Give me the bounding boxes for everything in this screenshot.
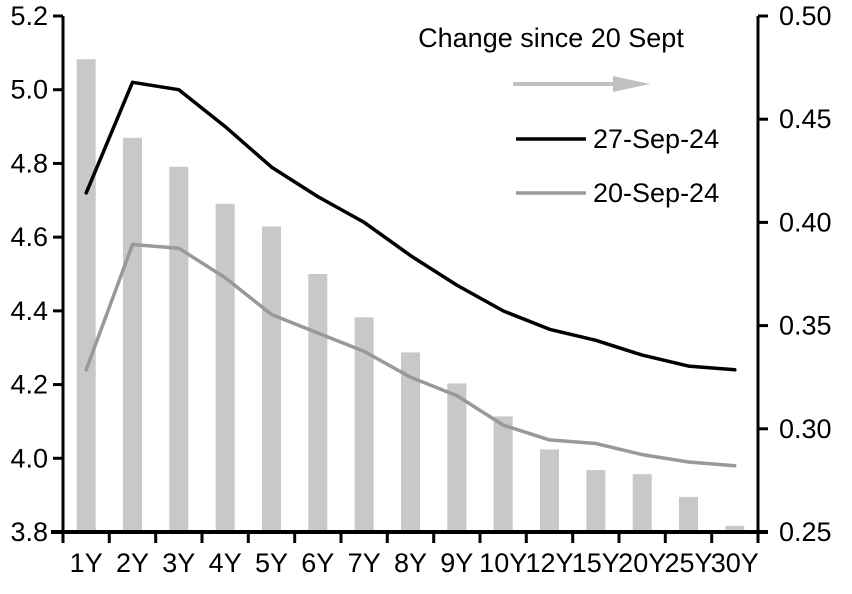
bars-group [76, 59, 745, 533]
left-tick-label-4.6: 4.6 [10, 222, 48, 252]
x-label-6Y: 6Y [301, 548, 334, 578]
right-tick-label-0.50: 0.50 [779, 1, 832, 31]
bar-4Y [215, 203, 235, 533]
line-27-Sep-24 [84, 80, 737, 372]
x-label-2Y: 2Y [116, 548, 149, 578]
left-axis-ticks: 5.2 5.0 4.8 4.6 4.4 4.2 4.0 3.8 [10, 1, 63, 547]
right-tick-label-0.40: 0.40 [779, 207, 832, 237]
right-tick-label-0.45: 0.45 [779, 104, 832, 134]
x-label-30Y: 30Y [711, 548, 759, 578]
legend-label-27sep: 27-Sep-24 [593, 124, 719, 154]
x-label-4Y: 4Y [209, 548, 242, 578]
x-label-3Y: 3Y [162, 548, 195, 578]
x-label-20Y: 20Y [618, 548, 666, 578]
x-label-5Y: 5Y [255, 548, 288, 578]
legend-title: Change since 20 Sept [418, 23, 684, 53]
bar-12Y [540, 449, 559, 532]
bar-1Y [76, 59, 96, 533]
x-label-10Y: 10Y [479, 548, 527, 578]
bar-30Y [725, 525, 745, 532]
bar-5Y [262, 226, 281, 532]
legend-item-27sep: 27-Sep-24 [516, 124, 719, 154]
bar-10Y [493, 416, 513, 532]
line-20-Sep-24 [84, 242, 737, 468]
legend: Change since 20 Sept 27-Sep-24 20-Sep-24 [418, 23, 719, 208]
bar-15Y [586, 470, 606, 532]
left-tick-label-4.4: 4.4 [10, 296, 48, 326]
left-tick-label-4.0: 4.0 [10, 443, 48, 473]
legend-label-20sep: 20-Sep-24 [593, 178, 719, 208]
arrow-head [613, 76, 650, 92]
bar-3Y [169, 166, 189, 532]
line-series-group [84, 80, 737, 468]
left-tick-label-5.0: 5.0 [10, 75, 48, 105]
bar-6Y [308, 274, 328, 532]
bar-2Y [123, 137, 142, 533]
x-label-12Y: 12Y [525, 548, 573, 578]
change-arrow-icon [513, 76, 650, 92]
bar-7Y [354, 317, 374, 532]
bar-20Y [632, 474, 652, 532]
x-label-1Y: 1Y [70, 548, 103, 578]
left-tick-label-5.2: 5.2 [10, 1, 48, 31]
right-axis-ticks: 0.50 0.45 0.40 0.35 0.30 0.25 [758, 1, 832, 547]
right-tick-label-0.30: 0.30 [779, 414, 832, 444]
x-label-25Y: 25Y [664, 548, 712, 578]
left-tick-label-4.8: 4.8 [10, 148, 48, 178]
left-tick-label-4.2: 4.2 [10, 370, 48, 400]
right-tick-label-0.25: 0.25 [779, 517, 832, 547]
bar-8Y [401, 352, 420, 532]
x-label-9Y: 9Y [440, 548, 473, 578]
x-label-8Y: 8Y [394, 548, 427, 578]
left-tick-label-3.8: 3.8 [10, 517, 48, 547]
bar-9Y [447, 383, 467, 532]
x-label-7Y: 7Y [348, 548, 381, 578]
right-tick-label-0.35: 0.35 [779, 311, 832, 341]
x-label-15Y: 15Y [572, 548, 620, 578]
legend-item-20sep: 20-Sep-24 [516, 178, 719, 208]
bar-25Y [679, 496, 698, 532]
